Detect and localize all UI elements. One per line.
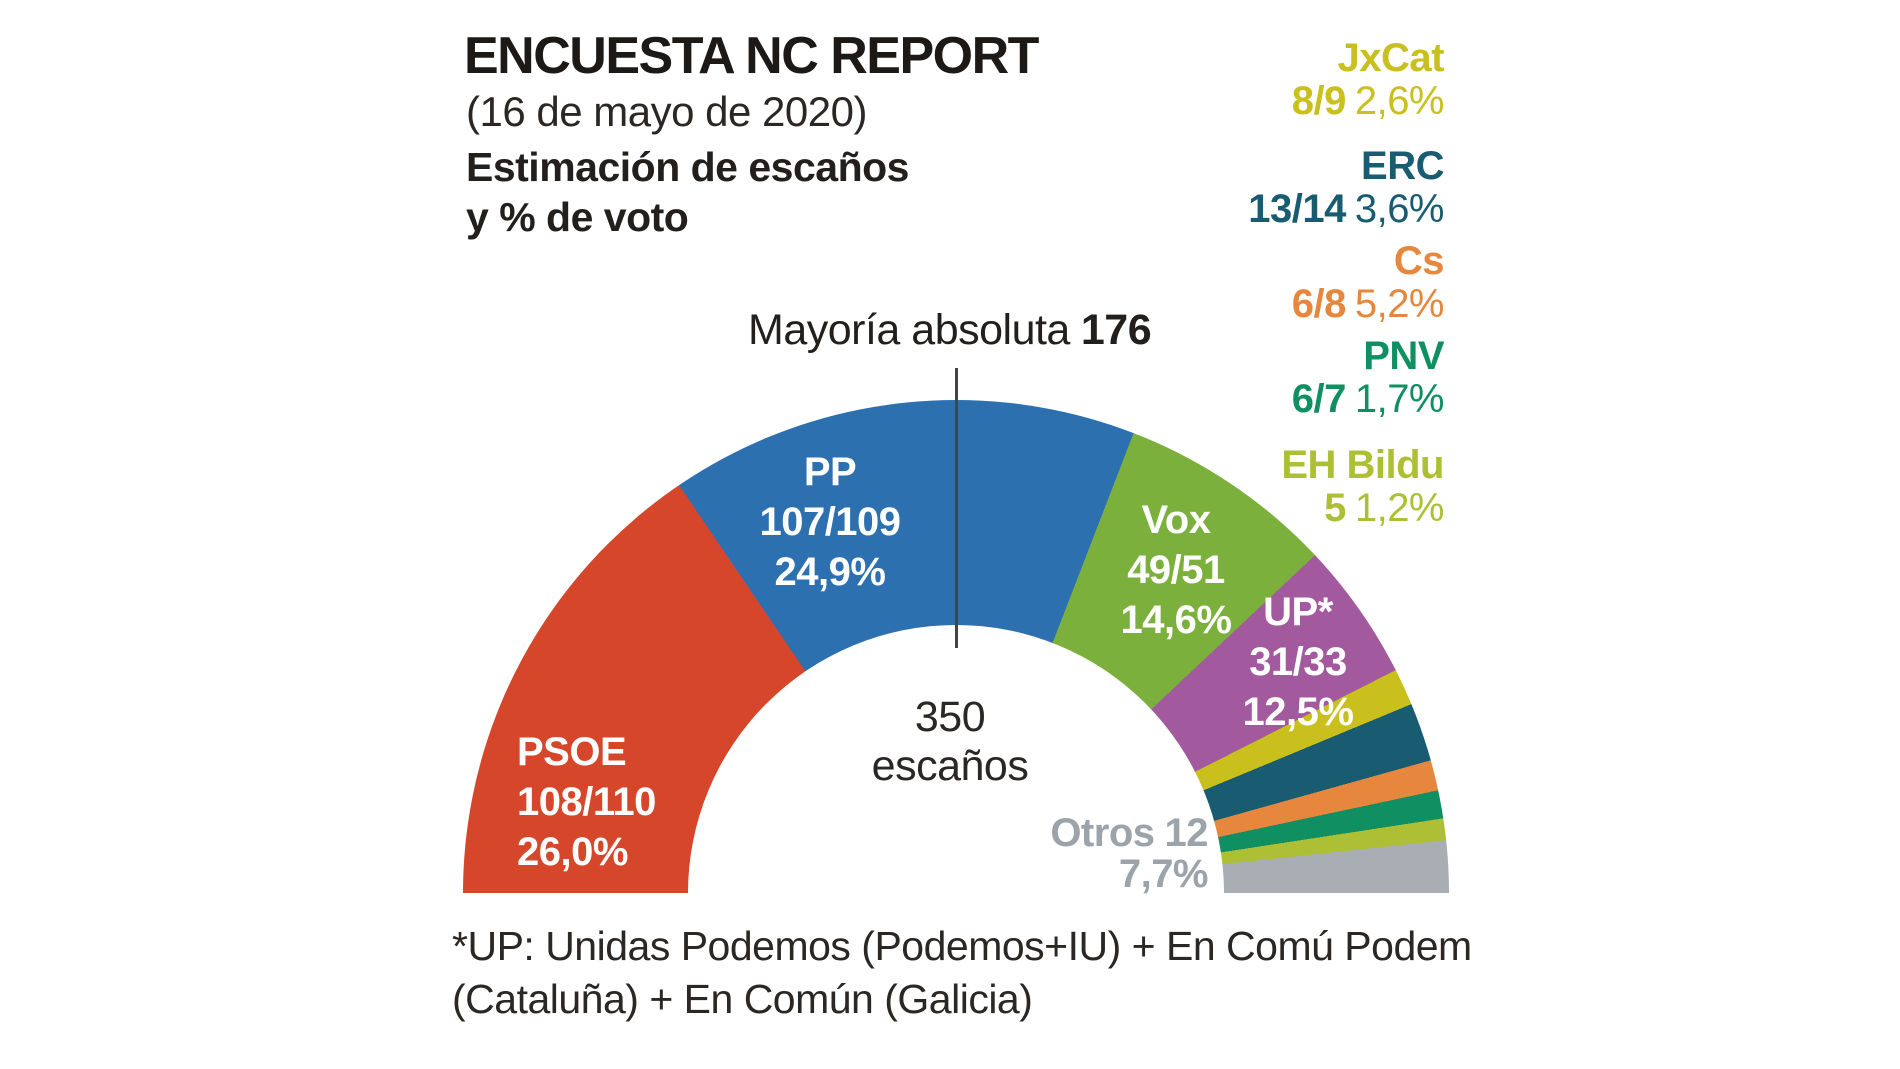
up-segment-label: UP* 31/33 12,5% <box>1218 587 1378 737</box>
footnote-line1: *UP: Unidas Podemos (Podemos+IU) + En Co… <box>452 923 1472 969</box>
page-date: (16 de mayo de 2020) <box>466 88 867 135</box>
legend-pct-value: 5,2% <box>1354 282 1445 326</box>
party-name: UP* <box>1263 590 1333 634</box>
page-subtitle-line2: y % de voto <box>466 194 689 240</box>
total-seats-label: 350 escaños <box>850 693 1050 791</box>
total-seats-word: escaños <box>871 742 1029 790</box>
page-title: ENCUESTA NC REPORT <box>464 27 1039 85</box>
legend-party-values: 8/9 2,6% <box>1291 79 1445 123</box>
legend-party-name: JxCat <box>1337 36 1445 80</box>
otros-segment-label: Otros 12 7,7% <box>1050 813 1208 895</box>
legend-pct-value: 1,2% <box>1354 486 1445 530</box>
legend-party-name: Cs <box>1393 239 1445 283</box>
legend-pct-value: 3,6% <box>1354 187 1445 231</box>
legend-seats-value: 13/14 <box>1248 187 1346 231</box>
footnote-line2: (Cataluña) + En Común (Galicia) <box>452 976 1033 1022</box>
party-name: PSOE <box>517 730 627 774</box>
party-name: Vox <box>1141 498 1211 542</box>
majority-marker-line <box>955 368 958 648</box>
legend-seats-value: 5 <box>1324 486 1346 530</box>
party-seats: 108/110 <box>517 780 656 824</box>
party-name: Otros <box>1050 811 1155 855</box>
party-pct: 12,5% <box>1242 690 1354 734</box>
vox-segment-label: Vox 49/51 14,6% <box>1096 495 1256 645</box>
legend-pct-value: 1,7% <box>1354 377 1445 421</box>
party-pct: 14,6% <box>1120 598 1232 642</box>
legend-party-name: ERC <box>1361 144 1444 188</box>
legend-party-name: PNV <box>1363 334 1444 378</box>
party-name: PP <box>803 450 857 494</box>
legend-seats-value: 8/9 <box>1291 79 1347 123</box>
majority-label: Mayoría absoluta 176 <box>748 306 1152 355</box>
legend-party-values: 6/7 1,7% <box>1291 377 1445 421</box>
party-seats: 31/33 <box>1249 640 1347 684</box>
legend-item-jxcat: JxCat 8/9 2,6% <box>1291 36 1445 123</box>
legend-party-values: 13/14 3,6% <box>1248 188 1444 231</box>
legend-pct-value: 2,6% <box>1354 79 1445 123</box>
legend-party-values: 5 1,2% <box>1281 487 1444 530</box>
legend-party-name: EH Bildu <box>1281 443 1444 487</box>
party-seats: 107/109 <box>759 500 901 544</box>
legend-item-ehbildu: EH Bildu 5 1,2% <box>1281 444 1444 530</box>
party-pct: 26,0% <box>517 830 628 874</box>
majority-label-text: Mayoría absoluta <box>748 306 1070 354</box>
legend-item-cs: Cs 6/8 5,2% <box>1291 239 1445 326</box>
psoe-segment-label: PSOE 108/110 26,0% <box>517 727 656 877</box>
legend-seats-value: 6/8 <box>1291 282 1347 326</box>
legend-item-pnv: PNV 6/7 1,7% <box>1291 334 1445 421</box>
page-subtitle-line1: Estimación de escaños <box>466 144 909 190</box>
party-seats: 49/51 <box>1127 548 1225 592</box>
legend-party-values: 6/8 5,2% <box>1291 282 1445 326</box>
party-pct: 24,9% <box>774 550 886 594</box>
legend-item-erc: ERC 13/14 3,6% <box>1248 145 1444 231</box>
party-pct: 7,7% <box>1118 852 1209 896</box>
majority-value: 176 <box>1080 306 1152 354</box>
footnote: *UP: Unidas Podemos (Podemos+IU) + En Co… <box>452 920 1472 1026</box>
total-seats-number: 350 <box>914 693 986 741</box>
party-seats: 12 <box>1164 811 1209 855</box>
legend-seats-value: 6/7 <box>1291 377 1347 421</box>
pp-segment-label: PP 107/109 24,9% <box>748 447 912 597</box>
